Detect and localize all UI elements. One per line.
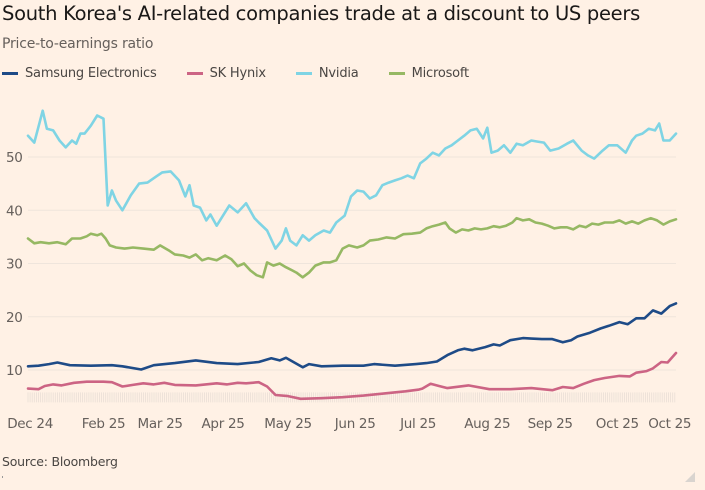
series-line-nvidia	[26, 109, 678, 250]
resize-handle-icon[interactable]	[685, 472, 695, 482]
legend-item-sk-hynix: SK Hynix	[186, 66, 267, 81]
series-line-microsoft	[26, 216, 678, 279]
y-tick-label: 20	[6, 310, 23, 326]
x-tick-label: Aug 25	[464, 416, 510, 432]
x-tick-label: Feb 25	[82, 416, 126, 432]
decorative-dot	[2, 476, 3, 478]
y-axis: 10 20 30 40 50	[6, 150, 23, 379]
legend-label-microsoft: Microsoft	[411, 66, 470, 81]
x-tick-label: Jul 25	[399, 416, 436, 432]
legend: Samsung Electronics SK Hynix Nvidia Micr…	[2, 66, 499, 81]
y-tick-label: 40	[6, 203, 23, 219]
legend-label-nvidia: Nvidia	[318, 66, 359, 81]
x-tick-label: May 25	[264, 416, 312, 432]
x-axis: Dec 24 Feb 25 Mar 25 Apr 25 May 25 Jun 25 Jul …	[7, 392, 692, 432]
legend-item-nvidia: Nvidia	[295, 66, 359, 81]
x-tick-label: Oct 25	[596, 416, 639, 432]
x-tick-label: Dec 24	[7, 416, 53, 432]
x-tick-label: Sep 25	[528, 416, 573, 432]
legend-swatch-samsung	[2, 72, 18, 75]
x-axis-ticks	[27, 392, 676, 403]
x-tick-label: Oct 25	[648, 416, 691, 432]
legend-item-microsoft: Microsoft	[388, 66, 470, 81]
y-tick-label: 30	[6, 257, 23, 273]
x-tick-label: Mar 25	[138, 416, 183, 432]
legend-item-samsung: Samsung Electronics	[2, 66, 157, 81]
legend-label-sk-hynix: SK Hynix	[209, 66, 267, 81]
x-tick-label: Apr 25	[202, 416, 245, 432]
legend-swatch-nvidia	[295, 72, 312, 75]
series-lines	[26, 109, 678, 401]
legend-swatch-sk-hynix	[186, 72, 203, 75]
chart-title: South Korea's AI-related companies trade…	[2, 2, 640, 25]
series-line-samsung-electronics	[26, 302, 678, 371]
source-note: Source: Bloomberg	[2, 454, 118, 469]
legend-swatch-microsoft	[388, 72, 405, 75]
gridlines	[28, 156, 676, 371]
series-line-sk-hynix	[26, 351, 678, 401]
x-tick-label: Jun 25	[334, 416, 376, 432]
y-tick-label: 50	[6, 150, 23, 166]
chart-subtitle: Price-to-earnings ratio	[2, 36, 154, 52]
y-tick-label: 10	[6, 363, 23, 379]
legend-label-samsung: Samsung Electronics	[25, 66, 157, 81]
